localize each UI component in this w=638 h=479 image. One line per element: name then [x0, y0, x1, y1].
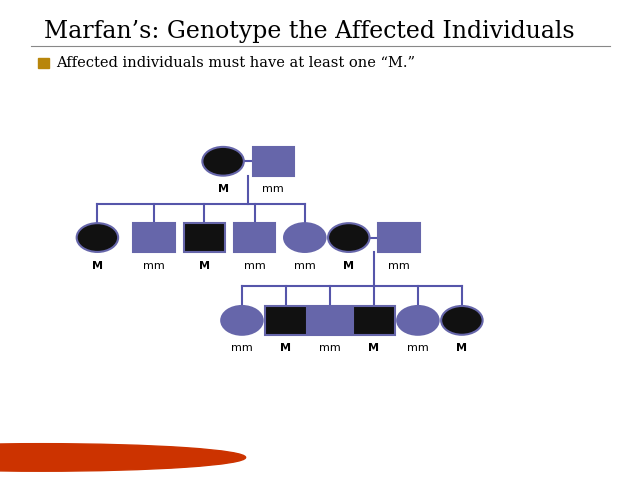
- Circle shape: [221, 306, 263, 335]
- Text: mm: mm: [319, 343, 341, 354]
- Text: M: M: [456, 343, 468, 354]
- Text: BioEd Online: BioEd Online: [83, 447, 238, 468]
- Text: mm: mm: [262, 184, 285, 194]
- FancyBboxPatch shape: [309, 306, 351, 335]
- FancyBboxPatch shape: [234, 223, 275, 252]
- Text: M: M: [92, 261, 103, 271]
- FancyBboxPatch shape: [265, 306, 307, 335]
- Text: M: M: [368, 343, 380, 354]
- Text: mm: mm: [231, 343, 253, 354]
- Circle shape: [441, 306, 482, 335]
- Text: M: M: [343, 261, 354, 271]
- Text: mm: mm: [388, 261, 410, 271]
- Text: mm: mm: [407, 343, 429, 354]
- FancyBboxPatch shape: [184, 223, 225, 252]
- Text: Marfan’s: Genotype the Affected Individuals: Marfan’s: Genotype the Affected Individu…: [44, 20, 575, 43]
- FancyBboxPatch shape: [253, 147, 294, 176]
- Circle shape: [77, 223, 118, 252]
- Text: mm: mm: [294, 261, 316, 271]
- Circle shape: [397, 306, 439, 335]
- FancyBboxPatch shape: [378, 223, 420, 252]
- Text: M: M: [218, 184, 228, 194]
- FancyBboxPatch shape: [353, 306, 395, 335]
- Circle shape: [0, 444, 246, 471]
- FancyBboxPatch shape: [38, 58, 49, 68]
- Circle shape: [202, 147, 244, 176]
- Circle shape: [284, 223, 325, 252]
- Circle shape: [328, 223, 369, 252]
- Text: M: M: [199, 261, 210, 271]
- FancyBboxPatch shape: [133, 223, 175, 252]
- Text: mm: mm: [143, 261, 165, 271]
- Text: Affected individuals must have at least one “M.”: Affected individuals must have at least …: [57, 56, 415, 70]
- Text: M: M: [281, 343, 292, 354]
- Text: mm: mm: [244, 261, 265, 271]
